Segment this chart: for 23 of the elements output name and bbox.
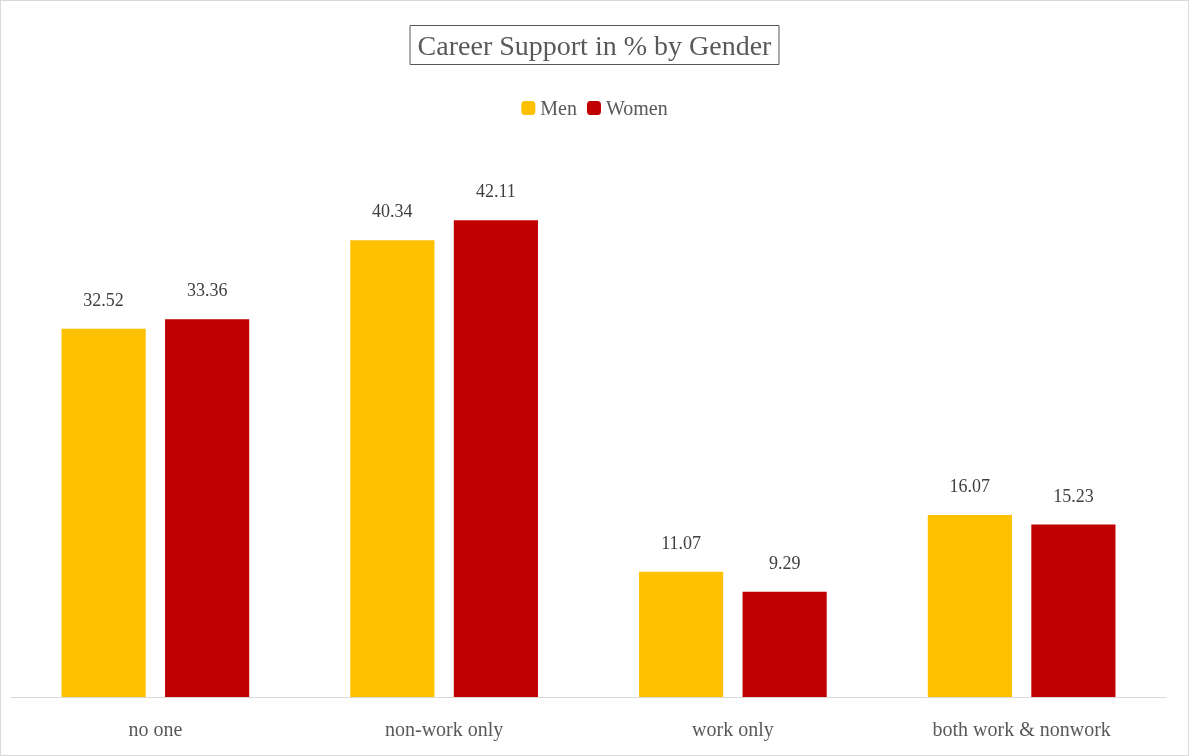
bar — [927, 515, 1012, 697]
data-label: 9.29 — [768, 552, 801, 573]
x-tick-label: non-work only — [384, 718, 504, 741]
data-label: 42.11 — [475, 181, 516, 202]
bar — [61, 328, 146, 697]
data-label: 40.34 — [372, 201, 413, 222]
bar — [742, 591, 827, 697]
bar — [1031, 524, 1116, 697]
data-label: 32.52 — [83, 289, 124, 310]
bar — [639, 571, 724, 697]
x-tick-label: work only — [692, 718, 774, 741]
chart-title: Career Support in % by Gender — [417, 29, 773, 61]
bar — [453, 220, 538, 697]
bar — [165, 319, 250, 697]
data-label: 16.07 — [949, 476, 991, 497]
x-tick-label: no one — [128, 718, 183, 740]
data-label: 11.07 — [661, 532, 702, 553]
bar — [350, 240, 435, 697]
data-label: 15.23 — [1053, 485, 1094, 506]
legend-label: Women — [605, 97, 668, 119]
x-tick-label: both work & nonwork — [932, 718, 1111, 740]
data-label: 33.36 — [186, 280, 228, 301]
legend-label: Men — [540, 97, 577, 119]
